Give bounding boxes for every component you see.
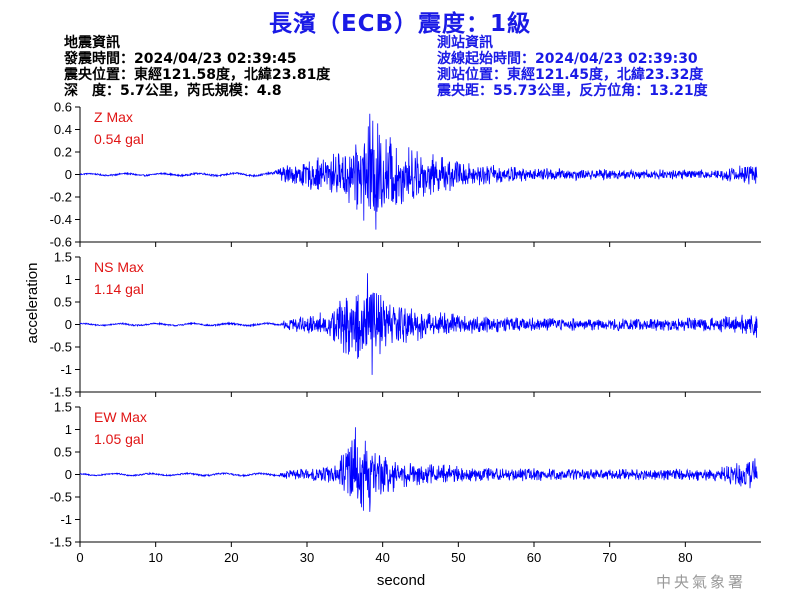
page-title: 長濱（ECB）震度：1級 [268, 11, 532, 37]
earthquake-info: 地震資訊 發震時間：2024/04/23 02:39:45 震央位置：東經121… [64, 35, 330, 99]
x-tick-label: 50 [451, 550, 465, 565]
y-tick-label: -0.6 [50, 235, 72, 250]
x-tick-label: 80 [678, 550, 692, 565]
epicenter-location: 震央位置：東經121.58度，北緯23.81度 [64, 67, 331, 83]
max-value-ns: 1.14 gal [94, 281, 144, 297]
epicentral-distance: 震央距：55.73公里，反方位角：13.21度 [437, 83, 708, 99]
y-tick-label: -1 [60, 512, 72, 527]
y-tick-label: 0 [65, 317, 72, 332]
y-tick-label: -0.5 [50, 490, 72, 505]
x-tick-label: 20 [224, 550, 238, 565]
peak-point [367, 273, 368, 274]
max-value-ew: 1.05 gal [94, 431, 144, 447]
y-tick-label: 0.5 [54, 295, 72, 310]
y-tick-label: 0.6 [54, 100, 72, 115]
x-tick-label: 60 [527, 550, 541, 565]
y-tick-label: -1.5 [50, 535, 72, 550]
y-tick-label: 0.2 [54, 145, 72, 160]
x-tick-label: 40 [375, 550, 389, 565]
max-title-ew: EW Max [94, 409, 147, 425]
station-info: 測站資訊 波線起始時間：2024/04/23 02:39:30 測站位置：東經1… [437, 35, 708, 99]
y-tick-label: 0.5 [54, 445, 72, 460]
x-tick-label: 10 [148, 550, 162, 565]
y-tick-label: -0.4 [50, 212, 72, 227]
y-tick-label: 1.5 [54, 250, 72, 265]
y-tick-label: 0 [65, 467, 72, 482]
y-tick-label: -1.5 [50, 385, 72, 400]
x-tick-label: 0 [76, 550, 83, 565]
waveform-ew [79, 427, 758, 512]
cwa-watermark: 中央氣象署 [656, 573, 747, 591]
x-tick-label: 30 [300, 550, 314, 565]
peak-point [369, 113, 370, 114]
y-tick-label: 1.5 [54, 400, 72, 415]
y-axis-title: acceleration [24, 263, 41, 344]
y-tick-label: -0.5 [50, 340, 72, 355]
max-value-z: 0.54 gal [94, 131, 144, 147]
y-tick-label: 0.4 [54, 122, 72, 137]
peak-point [375, 229, 376, 230]
waveform-z [79, 113, 758, 230]
peak-point [372, 374, 373, 375]
max-title-ns: NS Max [94, 259, 144, 275]
earthquake-info-heading: 地震資訊 [64, 35, 120, 51]
y-tick-label: 0 [65, 167, 72, 182]
y-tick-label: 1 [65, 422, 72, 437]
peak-point [369, 511, 370, 512]
waveform-start-time: 波線起始時間：2024/04/23 02:39:30 [437, 51, 698, 67]
max-title-z: Z Max [94, 109, 133, 125]
x-tick-label: 70 [602, 550, 616, 565]
y-tick-label: -0.2 [50, 190, 72, 205]
origin-time: 發震時間：2024/04/23 02:39:45 [64, 51, 297, 67]
waveform-ns [79, 273, 758, 375]
x-axis-title: second [377, 572, 425, 589]
station-location: 測站位置：東經121.45度，北緯23.32度 [437, 67, 704, 83]
peak-point [355, 427, 356, 428]
station-info-heading: 測站資訊 [437, 35, 493, 51]
depth-magnitude: 深 度：5.7公里，芮氏規模：4.8 [64, 83, 282, 99]
y-tick-label: 1 [65, 272, 72, 287]
y-tick-label: -1 [60, 362, 72, 377]
